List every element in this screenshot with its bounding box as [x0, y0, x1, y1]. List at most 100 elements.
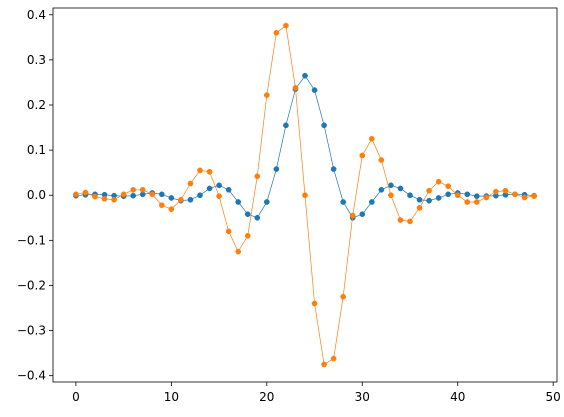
series-2-point	[254, 173, 261, 180]
series-2-point	[454, 192, 461, 199]
series-1-point	[130, 192, 137, 199]
series-1-point	[330, 166, 337, 172]
series-2-point	[82, 189, 89, 196]
series-1-point	[216, 182, 222, 189]
axis-layer: 0 10 20 30 40 50 −0.4 −0.3 −0.2 −0.1 0.0 0.1 0.2 0.3 0…	[17, 8, 561, 404]
series-2-point	[216, 193, 222, 199]
series-1-point	[416, 196, 423, 203]
series-1-point	[426, 197, 432, 204]
series-2-point	[349, 212, 356, 219]
y-tick-label: −0.3	[17, 324, 46, 338]
series-1-point	[340, 199, 347, 205]
series-2-point	[378, 157, 385, 163]
series-1-point	[168, 195, 175, 201]
series-1-point	[368, 199, 375, 205]
y-tick-label: 0.0	[27, 188, 46, 202]
series-2-point	[512, 191, 518, 198]
series-2-point	[359, 152, 366, 159]
x-tick-label: 0	[72, 390, 80, 404]
series-1-point	[235, 199, 242, 205]
y-tick-label: 0.3	[27, 53, 46, 67]
series-1-point	[388, 182, 394, 189]
x-tick-label: 40	[450, 390, 465, 404]
series-2-point	[311, 300, 318, 307]
series-2-point	[73, 191, 79, 198]
y-tick-label: 0.4	[27, 8, 46, 22]
series-1-point	[445, 191, 452, 198]
series-2-point	[273, 29, 280, 36]
series-2-point	[158, 202, 165, 208]
series-2-point	[321, 361, 327, 368]
series-2-point	[397, 217, 404, 223]
series-2-point	[435, 178, 442, 185]
series-2-point	[531, 193, 537, 199]
series-2-point	[244, 232, 251, 239]
series-2-point	[101, 195, 108, 202]
series-2-point	[426, 187, 432, 194]
series-2-point	[407, 218, 413, 225]
series-2-point	[292, 85, 299, 91]
series-1-point	[158, 191, 165, 198]
series-2-point	[197, 167, 203, 174]
series-1-point	[225, 186, 232, 193]
series-2-point	[168, 206, 175, 213]
series-2-point	[388, 192, 394, 199]
plot-frame	[52, 7, 558, 383]
series-1-point	[407, 192, 413, 199]
series-2-point	[235, 248, 242, 255]
series-1-point	[263, 199, 270, 205]
series-2-point	[302, 192, 308, 199]
series-1-point	[359, 211, 366, 218]
series-2-point	[130, 186, 137, 193]
series-2-point	[330, 355, 337, 362]
series-2-point	[521, 194, 528, 201]
series-1-point	[464, 191, 471, 198]
series-2-point	[139, 186, 146, 193]
series-1-point	[206, 185, 213, 192]
series-2-point	[92, 193, 98, 200]
series-2-point	[445, 183, 452, 190]
series-2	[73, 22, 537, 368]
x-tick-label: 30	[355, 390, 370, 404]
x-tick-label: 50	[546, 390, 561, 404]
y-tick-label: −0.4	[17, 369, 46, 383]
y-tick-label: −0.1	[17, 233, 46, 247]
x-tick-label: 10	[164, 390, 179, 404]
y-tick-label: 0.2	[27, 98, 46, 112]
series-1-point	[283, 122, 289, 129]
series-2-point	[149, 191, 156, 198]
series-1-point	[197, 192, 203, 199]
series-2-point	[225, 228, 232, 235]
series-1-point	[397, 185, 404, 192]
series-2-point	[111, 196, 117, 203]
series-2-point	[206, 168, 213, 175]
series-layer	[73, 22, 537, 368]
series-2-point	[368, 135, 375, 142]
series-1-point	[273, 166, 280, 172]
series-2-point	[464, 199, 471, 205]
y-tick-label: 0.1	[27, 143, 46, 157]
series-1-point	[435, 195, 442, 201]
series-2-point	[473, 199, 480, 205]
series-1-point	[254, 214, 261, 221]
series-1-point	[473, 193, 480, 199]
series-1-point	[378, 186, 385, 193]
series-1-point	[302, 72, 308, 79]
series-2-point	[120, 191, 127, 198]
series-2-point	[178, 196, 184, 203]
series-2-point	[416, 205, 423, 211]
series-1-point	[311, 87, 318, 93]
series-2-point	[263, 92, 270, 98]
series-2-point	[187, 180, 194, 187]
series-2-point	[283, 22, 289, 29]
series-2-point	[493, 188, 499, 195]
series-1-point	[321, 122, 327, 129]
x-tick-label: 20	[259, 390, 274, 404]
series-2-point	[483, 194, 490, 201]
series-1-point	[187, 196, 194, 203]
series-1-point	[244, 211, 251, 218]
series-2-point	[340, 293, 347, 300]
series-2-point	[502, 187, 509, 194]
